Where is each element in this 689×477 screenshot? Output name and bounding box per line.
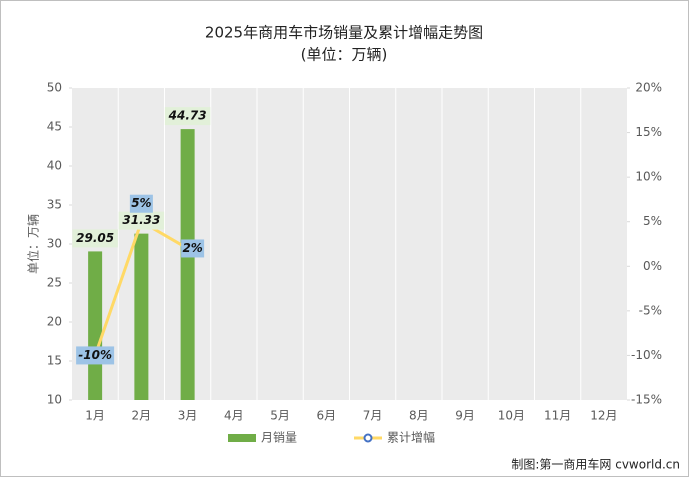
- legend-swatch: [228, 434, 256, 442]
- x-tick-label: 2月: [132, 409, 152, 423]
- line-value-label: 5%: [131, 196, 151, 210]
- x-tick-label: 1月: [85, 409, 105, 423]
- x-tick-label: 11月: [544, 409, 571, 423]
- y-axis-label: 单位：万辆: [26, 214, 41, 274]
- line-value-label: 2%: [182, 241, 202, 255]
- bar-value-label: 44.73: [168, 109, 207, 123]
- legend-label: 累计增幅: [387, 430, 435, 445]
- x-tick-label: 4月: [224, 409, 244, 423]
- line-value-label-bg: [181, 239, 205, 258]
- line-value-label: -10%: [78, 348, 112, 362]
- y2-tick-label: 5%: [643, 214, 662, 228]
- x-tick-label: 5月: [270, 409, 290, 423]
- bar-value-label: 31.33: [122, 213, 160, 227]
- y-tick-label: 35: [47, 198, 62, 212]
- bar: [180, 129, 195, 400]
- chart-subtitle: (单位：万辆): [301, 46, 388, 64]
- x-tick-label: 10月: [498, 409, 525, 423]
- y-tick-label: 30: [47, 237, 62, 251]
- bar-value-label-bg: [118, 211, 165, 230]
- bar-value-label: 29.05: [76, 231, 114, 245]
- legend-marker: [363, 433, 373, 443]
- y2-tick-label: -10%: [631, 348, 662, 362]
- y-tick-label: 25: [47, 276, 62, 290]
- y2-tick-label: 0%: [643, 259, 662, 273]
- y-tick-label: 10: [47, 393, 62, 407]
- y2-tick-label: -15%: [631, 393, 662, 407]
- y-tick-label: 15: [47, 354, 62, 368]
- line-value-label-bg: [76, 346, 115, 365]
- y-tick-label: 40: [47, 159, 62, 173]
- legend-label: 月销量: [261, 431, 297, 445]
- y2-tick-label: -5%: [639, 303, 662, 317]
- y2-tick-label: 20%: [635, 81, 662, 95]
- y-tick-label: 50: [47, 81, 62, 95]
- bar: [88, 251, 103, 400]
- x-tick-label: 6月: [317, 409, 337, 423]
- x-tick-label: 9月: [455, 409, 475, 423]
- line-value-label-bg: [129, 194, 153, 213]
- x-tick-label: 12月: [590, 409, 617, 423]
- bar-value-label-bg: [72, 229, 118, 248]
- y-tick-label: 45: [47, 120, 62, 134]
- x-tick-label: 7月: [363, 409, 383, 423]
- y2-tick-label: 15%: [635, 125, 662, 139]
- y2-tick-label: 10%: [635, 170, 662, 184]
- credit: 制图:第一商用车网 cvworld.cn: [511, 457, 680, 472]
- chart-title: 2025年商用车市场销量及累计增幅走势图: [205, 24, 483, 42]
- y-tick-label: 20: [47, 315, 62, 329]
- x-tick-label: 8月: [409, 409, 429, 423]
- bar-value-label-bg: [164, 107, 211, 126]
- x-tick-label: 3月: [178, 409, 198, 423]
- bar: [134, 233, 149, 400]
